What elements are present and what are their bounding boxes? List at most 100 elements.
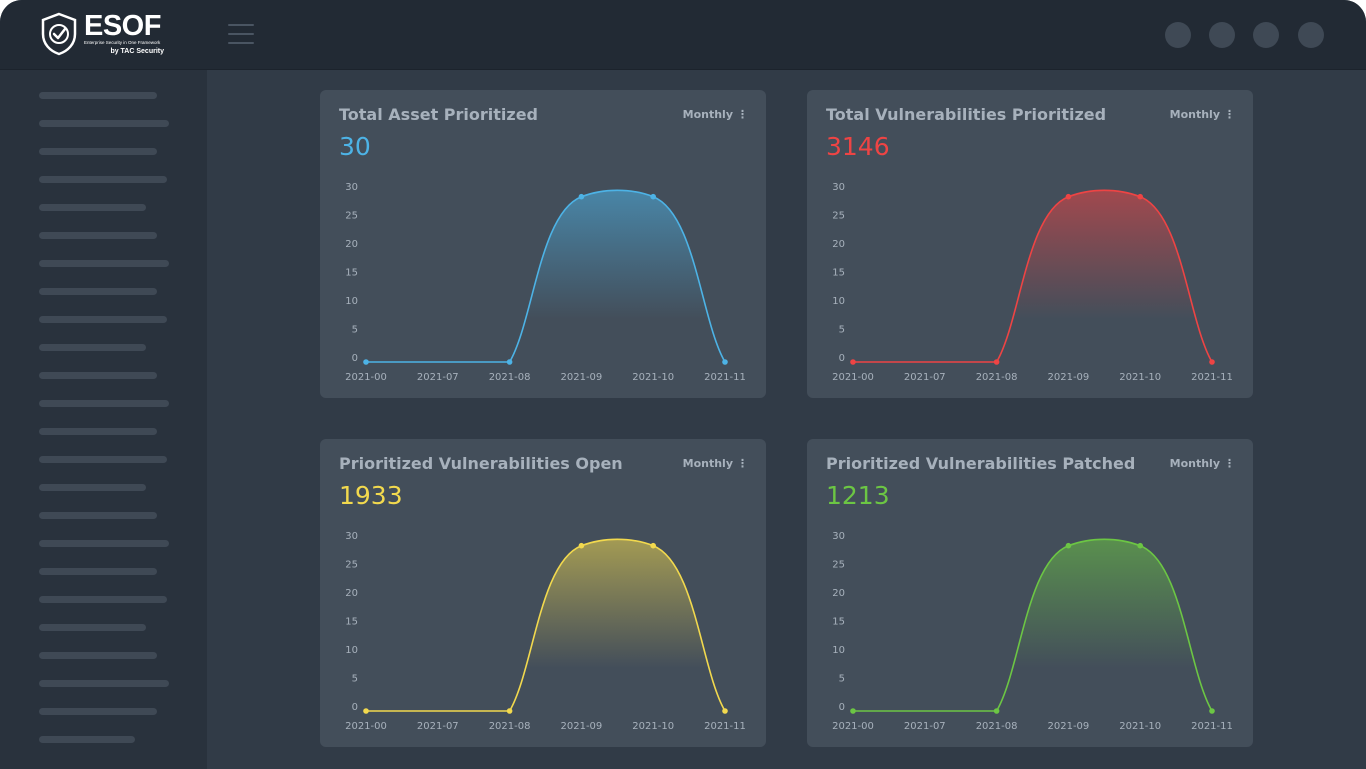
- sidebar-item-placeholder[interactable]: [39, 708, 157, 715]
- x-tick-label: 2021-07: [417, 721, 459, 732]
- area-fill: [853, 190, 1212, 362]
- x-tick-label: 2021-00: [832, 721, 874, 732]
- data-point: [1209, 359, 1215, 365]
- y-tick-label: 20: [832, 239, 845, 250]
- sidebar-item-placeholder[interactable]: [39, 344, 146, 351]
- x-tick-label: 2021-00: [345, 372, 387, 383]
- data-point: [363, 708, 369, 714]
- sidebar-item-placeholder[interactable]: [39, 428, 157, 435]
- y-tick-label: 30: [832, 531, 845, 542]
- data-point: [993, 359, 1000, 365]
- data-point: [1137, 193, 1143, 200]
- kebab-menu-icon[interactable]: ⋮: [1224, 108, 1235, 121]
- x-tick-label: 2021-00: [832, 372, 874, 383]
- top-bar: ESOF Enterprise Security in One Framewor…: [0, 0, 1366, 70]
- sidebar-item-placeholder[interactable]: [39, 316, 167, 323]
- x-tick-label: 2021-00: [345, 721, 387, 732]
- sidebar-item-placeholder[interactable]: [39, 680, 169, 687]
- card-total-asset-prioritized: Total Asset Prioritized Monthly ⋮ 30 0 5 10…: [320, 90, 766, 398]
- period-selector[interactable]: Monthly ⋮: [1170, 108, 1235, 121]
- series-line: [853, 189, 1213, 363]
- sidebar-item-placeholder[interactable]: [39, 596, 167, 603]
- sidebar-item-placeholder[interactable]: [39, 540, 169, 547]
- sidebar-item-placeholder[interactable]: [39, 400, 169, 407]
- sidebar-item-placeholder[interactable]: [39, 92, 157, 99]
- series-line: [366, 189, 726, 363]
- area-fill: [853, 539, 1212, 711]
- y-tick-label: 25: [832, 560, 845, 571]
- y-tick-label: 10: [345, 296, 358, 307]
- x-tick-label: 2021-11: [1191, 721, 1233, 732]
- card-title: Prioritized Vulnerabilities Patched: [826, 454, 1136, 473]
- sidebar-item-placeholder[interactable]: [39, 456, 167, 463]
- card-prioritized-vulnerabilities-patched: Prioritized Vulnerabilities Patched Mont…: [807, 439, 1253, 747]
- y-tick-label: 5: [352, 325, 358, 336]
- y-tick-label: 30: [832, 182, 845, 193]
- y-tick-label: 10: [832, 645, 845, 656]
- x-tick-label: 2021-10: [632, 721, 674, 732]
- y-tick-label: 20: [832, 588, 845, 599]
- period-label: Monthly: [1169, 108, 1220, 121]
- kebab-menu-icon[interactable]: ⋮: [1224, 457, 1235, 470]
- x-tick-label: 2021-07: [904, 721, 946, 732]
- sidebar-item-placeholder[interactable]: [39, 372, 157, 379]
- y-tick-label: 0: [839, 353, 845, 364]
- logo-tagline: Enterprise Security in One Framework: [84, 40, 161, 45]
- x-tick-label: 2021-08: [976, 372, 1018, 383]
- sidebar-item-placeholder[interactable]: [39, 176, 167, 183]
- y-tick-label: 20: [345, 239, 358, 250]
- y-tick-label: 25: [345, 560, 358, 571]
- kebab-menu-icon[interactable]: ⋮: [737, 108, 748, 121]
- sidebar-item-placeholder[interactable]: [39, 120, 169, 127]
- y-tick-label: 5: [839, 325, 845, 336]
- sidebar-item-placeholder[interactable]: [39, 624, 146, 631]
- x-tick-label: 2021-08: [489, 372, 531, 383]
- data-point: [1209, 708, 1215, 714]
- menu-toggle-icon[interactable]: [228, 22, 254, 46]
- sidebar-item-placeholder[interactable]: [39, 232, 157, 239]
- sidebar-item-placeholder[interactable]: [39, 484, 146, 491]
- period-label: Monthly: [682, 457, 733, 470]
- y-tick-label: 20: [345, 588, 358, 599]
- data-point: [722, 359, 728, 365]
- x-tick-label: 2021-10: [1119, 721, 1161, 732]
- x-tick-label: 2021-11: [704, 721, 746, 732]
- period-selector[interactable]: Monthly ⋮: [683, 457, 748, 470]
- sidebar-item-placeholder[interactable]: [39, 568, 157, 575]
- period-selector[interactable]: Monthly ⋮: [1170, 457, 1235, 470]
- y-tick-label: 15: [345, 617, 358, 628]
- data-point: [850, 359, 856, 365]
- y-tick-label: 10: [832, 296, 845, 307]
- sidebar-item-placeholder[interactable]: [39, 260, 169, 267]
- data-point: [850, 708, 856, 714]
- y-tick-label: 25: [832, 211, 845, 222]
- esof-logo[interactable]: ESOF Enterprise Security in One Framewor…: [40, 10, 168, 58]
- x-tick-label: 2021-11: [1191, 372, 1233, 383]
- user-avatar[interactable]: [1298, 22, 1324, 48]
- header-action-2-icon[interactable]: [1209, 22, 1235, 48]
- card-title: Total Vulnerabilities Prioritized: [826, 105, 1107, 124]
- header-action-1-icon[interactable]: [1165, 22, 1191, 48]
- kebab-menu-icon[interactable]: ⋮: [737, 457, 748, 470]
- sidebar-item-placeholder[interactable]: [39, 736, 135, 743]
- x-tick-label: 2021-11: [704, 372, 746, 383]
- data-point: [650, 542, 656, 549]
- sidebar-item-placeholder[interactable]: [39, 148, 157, 155]
- y-tick-label: 15: [832, 617, 845, 628]
- sidebar-item-placeholder[interactable]: [39, 204, 146, 211]
- x-tick-label: 2021-08: [976, 721, 1018, 732]
- header-action-3-icon[interactable]: [1253, 22, 1279, 48]
- shield-check-icon: [41, 12, 77, 56]
- x-tick-label: 2021-10: [632, 372, 674, 383]
- sidebar-item-placeholder[interactable]: [39, 652, 157, 659]
- data-point: [506, 708, 513, 714]
- data-point: [650, 193, 656, 200]
- x-tick-label: 2021-09: [1048, 372, 1090, 383]
- sidebar-item-placeholder[interactable]: [39, 512, 157, 519]
- logo-text: ESOF: [84, 10, 161, 42]
- period-label: Monthly: [1169, 457, 1220, 470]
- data-point: [1065, 542, 1072, 549]
- sidebar-item-placeholder[interactable]: [39, 288, 157, 295]
- period-selector[interactable]: Monthly ⋮: [683, 108, 748, 121]
